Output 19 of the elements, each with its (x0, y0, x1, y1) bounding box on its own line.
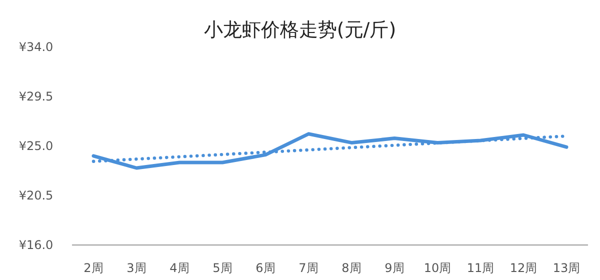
chart-title: 小龙虾价格走势(元/斤) (204, 19, 396, 41)
x-tick-label: 6周 (256, 261, 276, 275)
x-tick-label: 3周 (126, 261, 146, 275)
x-tick-label: 5周 (212, 261, 232, 275)
line-series (92, 132, 568, 170)
y-tick-label: ¥20.5 (18, 188, 54, 202)
y-tick-label: ¥25.0 (18, 139, 54, 153)
y-tick-label: ¥16.0 (18, 238, 54, 252)
y-tick-label: ¥29.5 (18, 90, 54, 104)
x-tick-label: 12周 (510, 261, 538, 275)
x-tick-label: 8周 (342, 261, 362, 275)
x-tick-label: 11周 (466, 261, 494, 275)
x-tick-label: 13周 (552, 261, 580, 275)
x-tick-label: 2周 (84, 261, 104, 275)
x-tick-label: 9周 (384, 261, 404, 275)
x-tick-label: 10周 (424, 261, 452, 275)
x-tick-label: 4周 (170, 261, 190, 275)
x-tick-label: 7周 (298, 261, 318, 275)
y-tick-label: ¥34.0 (18, 40, 54, 54)
